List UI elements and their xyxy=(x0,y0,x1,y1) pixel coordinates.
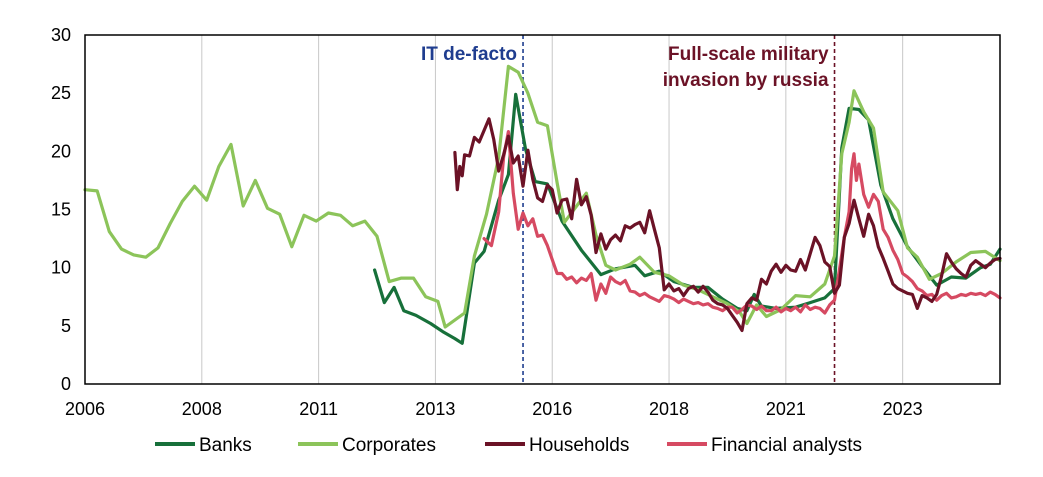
legend: Banks Corporates Households Financial analy… xyxy=(155,435,862,456)
legend-label: Corporates xyxy=(342,435,436,456)
annotation-label: Full-scale military xyxy=(668,44,829,65)
x-tick-label: 2021 xyxy=(766,399,806,419)
x-tick-label: 2023 xyxy=(883,399,923,419)
y-tick-label: 30 xyxy=(51,25,71,45)
y-tick-label: 5 xyxy=(61,316,71,336)
y-tick-label: 10 xyxy=(51,258,71,278)
series-line-banks xyxy=(373,92,1002,345)
legend-label: Households xyxy=(529,435,629,456)
data-series xyxy=(83,64,1002,345)
series-line-corporates xyxy=(83,64,1002,329)
y-tick-label: 15 xyxy=(51,200,71,220)
plot-frame xyxy=(84,34,1001,385)
y-tick-label: 25 xyxy=(51,83,71,103)
event-annotations: IT de-facto Full-scale military invasion b… xyxy=(421,35,836,384)
x-tick-label: 2011 xyxy=(299,399,338,419)
x-tick-label: 2013 xyxy=(415,399,455,419)
y-axis-ticks: 0 5 10 15 20 25 30 xyxy=(51,25,71,394)
x-tick-label: 2008 xyxy=(182,399,222,419)
legend-label: Financial analysts xyxy=(711,435,862,456)
x-tick-label: 2006 xyxy=(65,399,105,419)
grid-lines xyxy=(201,35,904,384)
x-axis-ticks: 2006 2008 2011 2013 2016 2018 2021 2023 xyxy=(65,399,923,419)
series-line-financial-analysts xyxy=(482,130,1002,315)
y-tick-label: 0 xyxy=(61,374,71,394)
annotation-label: IT de-facto xyxy=(421,44,517,65)
x-tick-label: 2018 xyxy=(649,399,689,419)
series-line-households xyxy=(453,117,1002,333)
legend-label: Banks xyxy=(199,435,252,456)
x-tick-label: 2016 xyxy=(532,399,572,419)
annotation-label: invasion by russia xyxy=(663,70,829,91)
y-tick-label: 20 xyxy=(51,141,71,161)
